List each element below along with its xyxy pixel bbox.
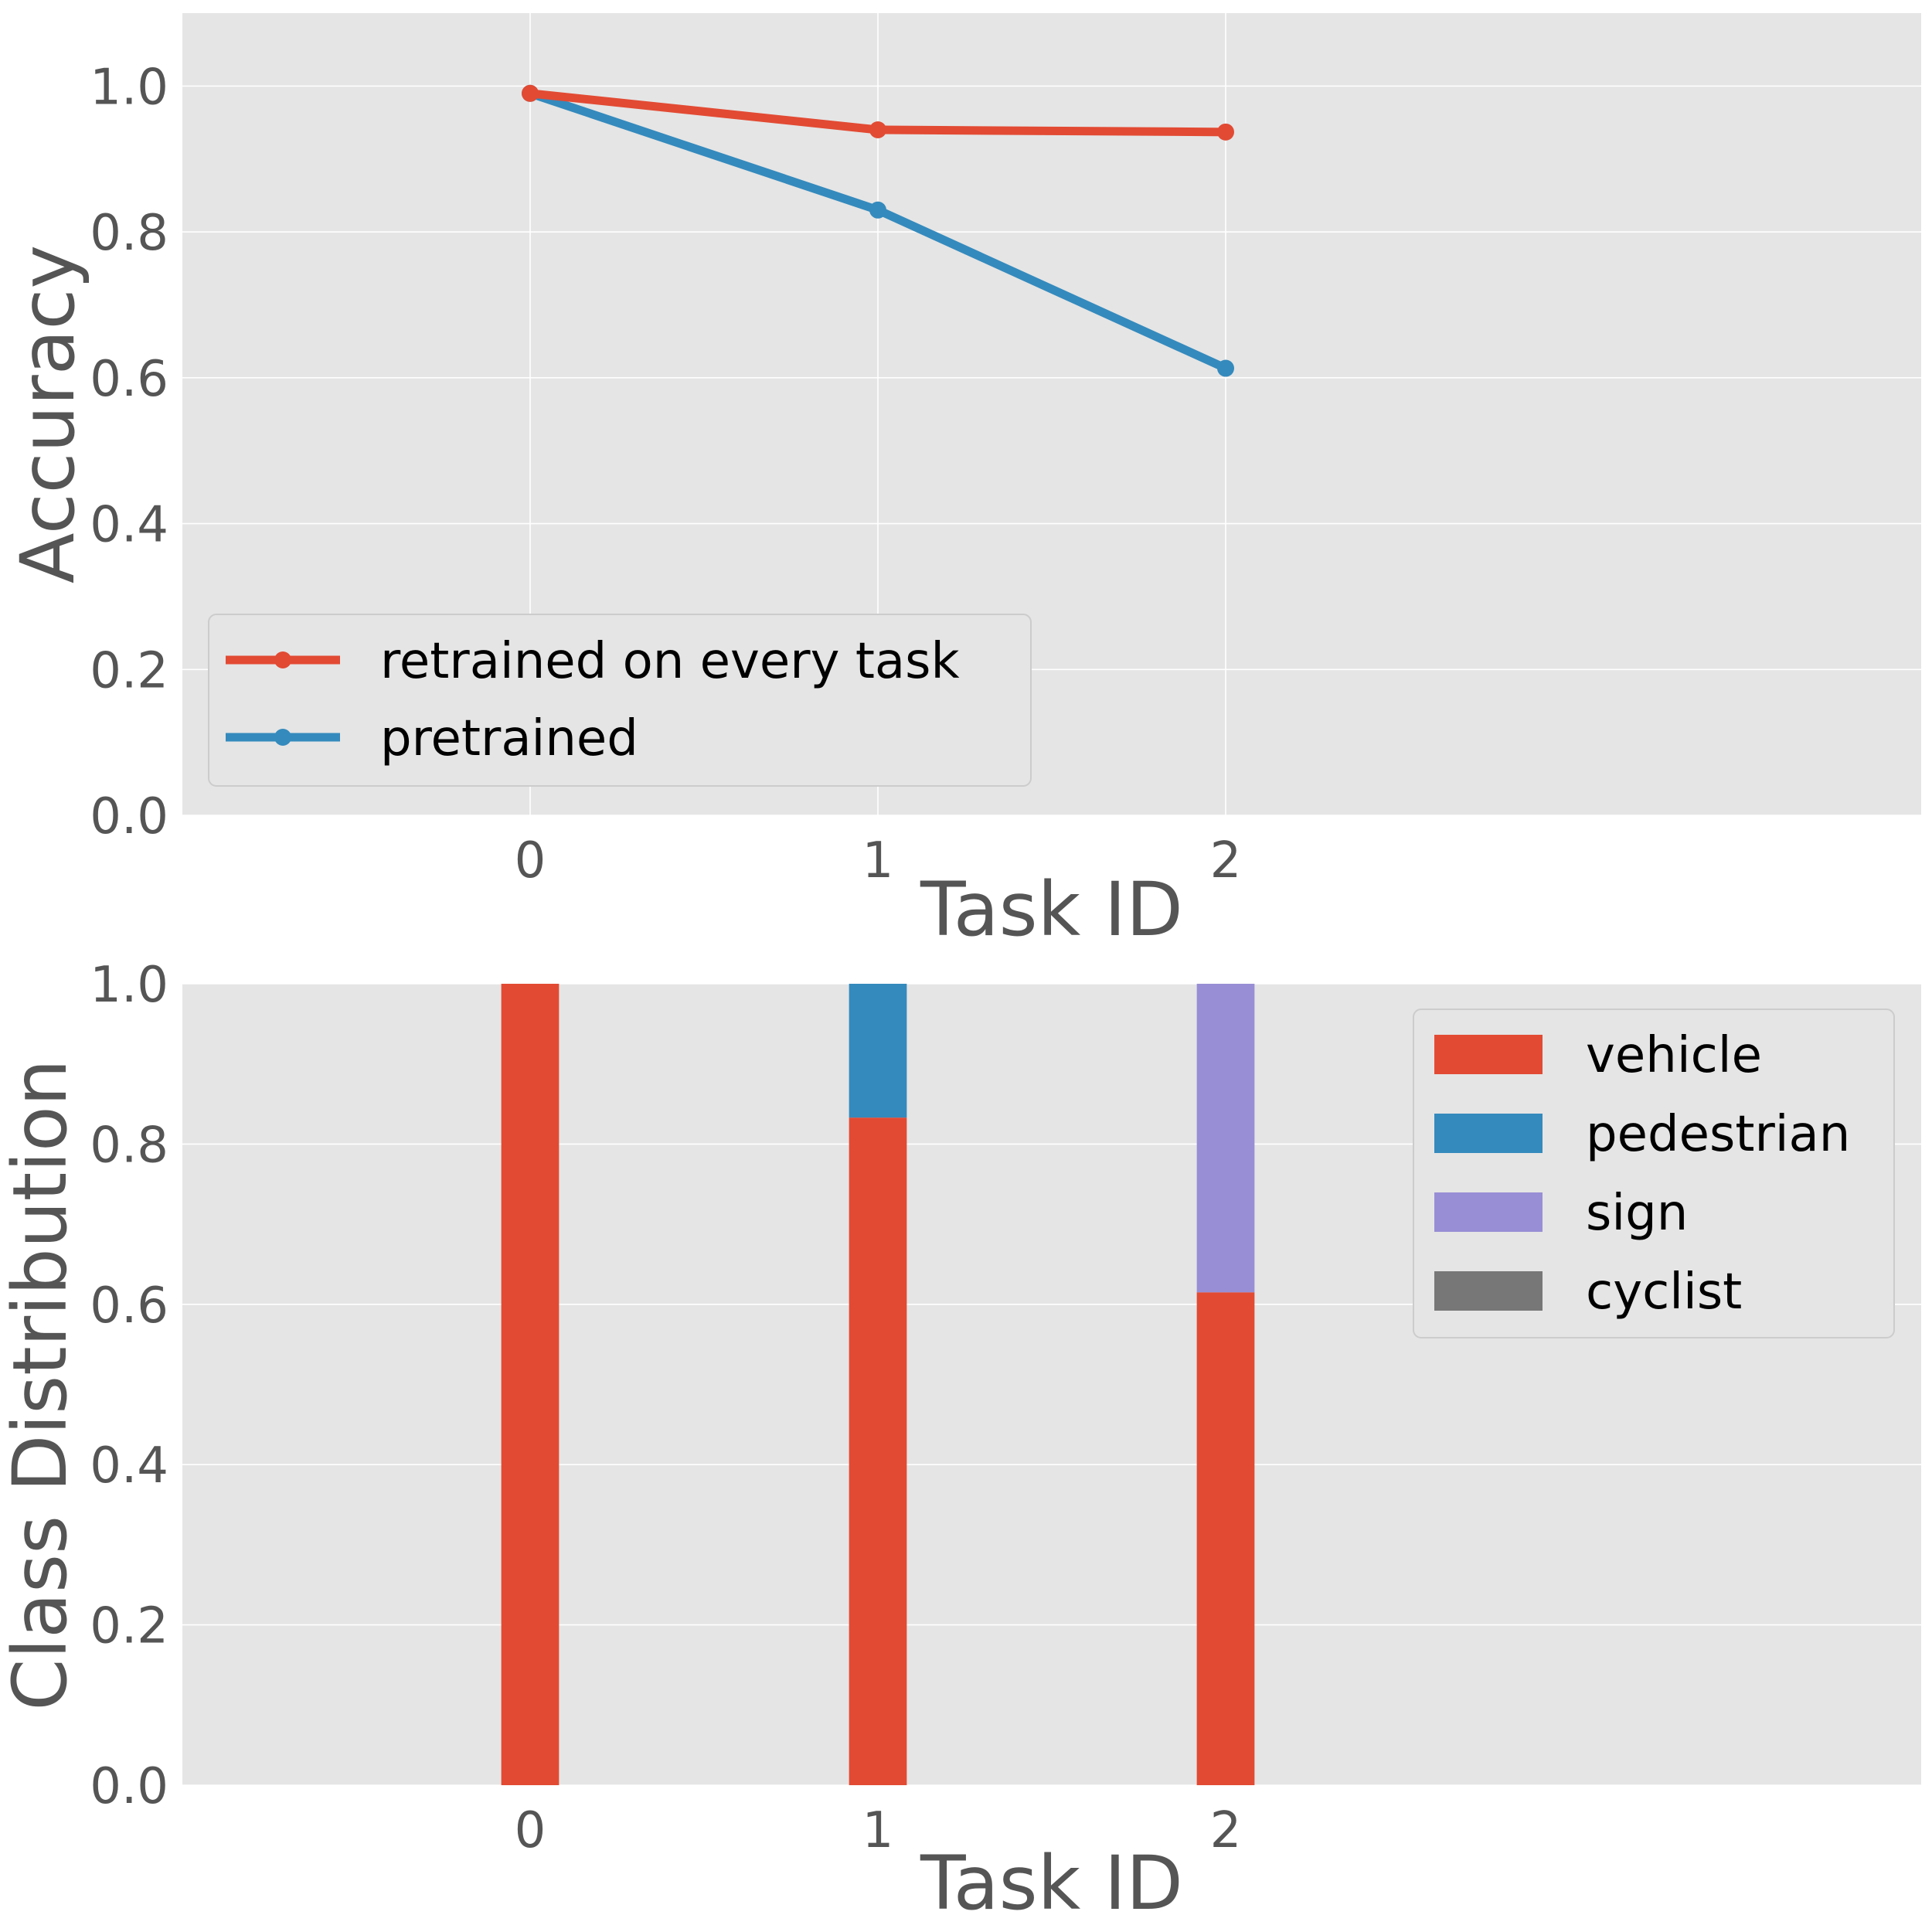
class-distribution-y-tick-label: 0.8 <box>90 1117 168 1174</box>
class-distribution-y-tick-label: 0.0 <box>90 1758 168 1815</box>
class-distribution-x-tick-label: 0 <box>515 1802 546 1859</box>
class-distribution-x-tick-label: 2 <box>1210 1802 1242 1859</box>
data-point-pretrained <box>1217 359 1234 377</box>
accuracy-legend: retrained on every task pretrained <box>208 614 1032 787</box>
accuracy-y-tick-label: 0.8 <box>90 205 168 262</box>
accuracy-y-tick-label: 0.0 <box>90 788 168 845</box>
class-distribution-legend-box <box>1413 1009 1895 1338</box>
legend-label-cyclist: cyclist <box>1586 1264 1742 1321</box>
class-distribution-x-axis-title: Task ID <box>920 1840 1183 1927</box>
legend-swatch-sign <box>1434 1192 1543 1232</box>
accuracy-y-tick-label: 0.6 <box>90 351 168 408</box>
accuracy-legend-box <box>208 614 1032 787</box>
bar-sign-task-2 <box>1196 984 1255 1293</box>
legend-label-vehicle: vehicle <box>1586 1027 1762 1084</box>
data-point-retrained <box>522 84 539 102</box>
legend-label-retrained: retrained on every task <box>380 633 960 690</box>
accuracy-x-tick-label: 2 <box>1210 832 1242 889</box>
class-distribution-y-tick-label: 0.4 <box>90 1437 168 1495</box>
class-distribution-y-tick-label: 1.0 <box>90 957 168 1014</box>
accuracy-y-tick-label: 0.4 <box>90 497 168 554</box>
class-distribution-tick-labels: 0.0 0.2 0.4 0.6 0.8 1.0 0 1 2 <box>90 957 1241 1859</box>
bar-vehicle-task-0 <box>501 984 560 1785</box>
accuracy-y-axis-title: Accuracy <box>5 245 91 583</box>
class-distribution-y-tick-label: 0.2 <box>90 1598 168 1655</box>
data-point-pretrained <box>869 201 886 219</box>
accuracy-x-axis-title: Task ID <box>920 866 1183 953</box>
legend-marker-pretrained <box>274 729 291 746</box>
class-distribution-y-tick-label: 0.6 <box>90 1277 168 1335</box>
bar-pedestrian-task-1 <box>849 984 907 1118</box>
data-point-retrained <box>1217 123 1234 141</box>
accuracy-chart: 0.0 0.2 0.4 0.6 0.8 1.0 0 1 2 Task ID Accuracy r… <box>5 13 1921 953</box>
class-distribution-chart: 0.0 0.2 0.4 0.6 0.8 1.0 0 1 2 Task ID Class Dist… <box>0 957 1921 1927</box>
accuracy-x-tick-label: 1 <box>862 832 894 889</box>
bar-vehicle-task-2 <box>1196 1292 1255 1785</box>
legend-swatch-pedestrian <box>1434 1114 1543 1153</box>
legend-marker-retrained <box>274 651 291 668</box>
accuracy-x-tick-label: 0 <box>515 832 546 889</box>
accuracy-y-tick-label: 1.0 <box>90 59 168 116</box>
accuracy-series <box>522 84 1234 377</box>
legend-swatch-vehicle <box>1434 1035 1543 1074</box>
class-distribution-bars <box>501 984 1255 1785</box>
legend-label-pedestrian: pedestrian <box>1586 1106 1850 1163</box>
legend-swatch-cyclist <box>1434 1271 1543 1311</box>
class-distribution-x-tick-label: 1 <box>862 1802 894 1859</box>
accuracy-tick-labels: 0.0 0.2 0.4 0.6 0.8 1.0 0 1 2 <box>90 59 1241 889</box>
legend-label-pretrained: pretrained <box>380 710 638 767</box>
class-distribution-y-axis-title: Class Distribution <box>0 1059 83 1710</box>
class-distribution-legend: vehicle pedestrian sign cyclist <box>1413 1009 1895 1338</box>
bar-vehicle-task-1 <box>849 1117 907 1785</box>
accuracy-y-tick-label: 0.2 <box>90 642 168 699</box>
legend-label-sign: sign <box>1586 1185 1688 1242</box>
data-point-retrained <box>869 121 886 138</box>
